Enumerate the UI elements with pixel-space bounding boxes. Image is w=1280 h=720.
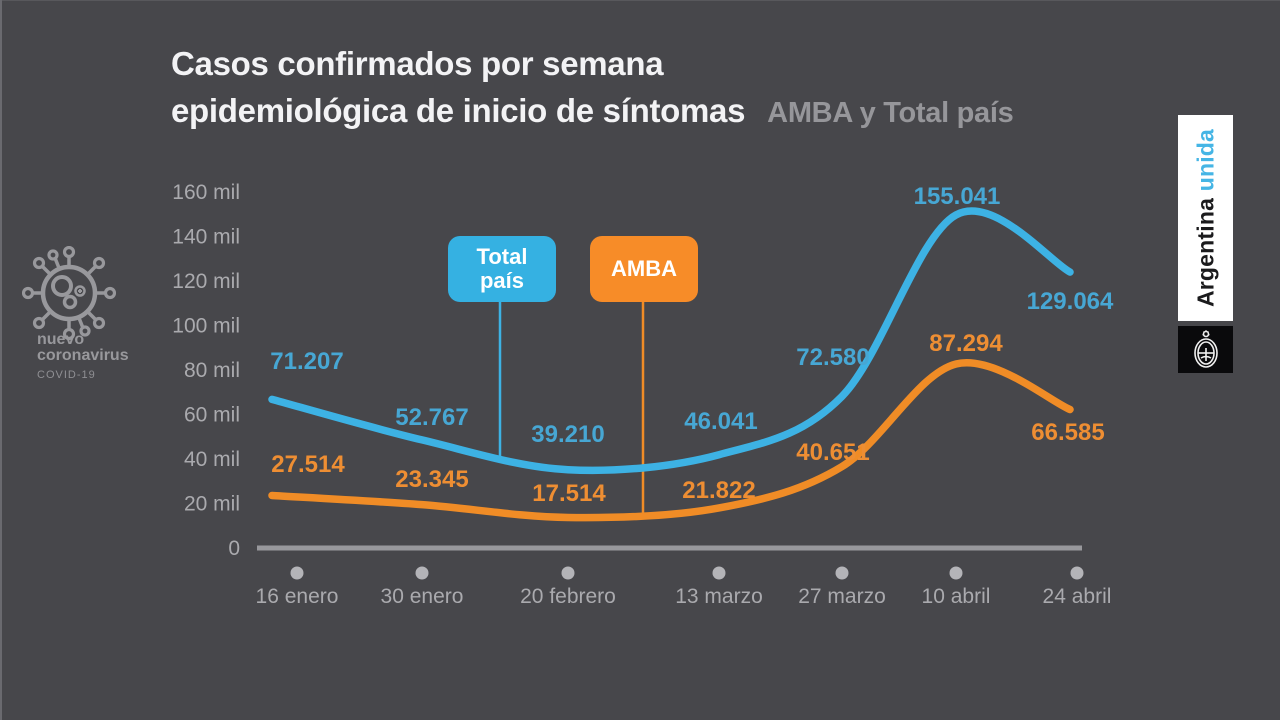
argentina-unida-banner: Argentina unida xyxy=(1178,115,1233,321)
page-title-line2: epidemiológica de inicio de síntomas AMBA… xyxy=(171,87,1014,137)
data-label-amba: 87.294 xyxy=(929,330,1003,357)
legend-amba: AMBA xyxy=(590,236,698,302)
y-tick-label: 160 mil xyxy=(172,181,240,204)
coat-of-arms-icon xyxy=(1193,329,1218,368)
y-tick-label: 40 mil xyxy=(184,448,240,471)
argentina-unida-text: Argentina unida xyxy=(1192,129,1219,307)
data-label-amba: 17.514 xyxy=(532,480,606,507)
brand-caption-line1: nuevo xyxy=(37,331,85,348)
x-tick-label: 20 febrero xyxy=(520,585,616,608)
series-line-total-pais xyxy=(268,207,1074,475)
data-label-amba: 23.345 xyxy=(395,466,468,493)
coat-of-arms-tile xyxy=(1178,326,1233,373)
x-axis-dot xyxy=(561,566,575,580)
y-tick-label: 120 mil xyxy=(172,270,240,293)
top-edge-divider xyxy=(0,0,1280,1)
data-label-amba: 66.585 xyxy=(1031,419,1104,446)
data-label-total-pais: 39.210 xyxy=(531,421,604,448)
data-label-total-pais: 46.041 xyxy=(684,408,757,435)
x-axis-dot xyxy=(290,566,304,580)
x-tick-label: 16 enero xyxy=(256,585,339,608)
data-label-amba: 27.514 xyxy=(271,451,345,478)
x-axis-dot xyxy=(835,566,849,580)
page-title-line2-text: epidemiológica de inicio de síntomas xyxy=(171,92,746,129)
data-label-total-pais: 129.064 xyxy=(1027,288,1114,315)
x-tick-label: 13 marzo xyxy=(675,585,763,608)
y-tick-label: 60 mil xyxy=(184,404,240,427)
x-tick-label: 30 enero xyxy=(381,585,464,608)
data-label-total-pais: 155.041 xyxy=(914,183,1001,210)
x-axis-dot xyxy=(1070,566,1084,580)
legend-total-pais-line1: Total xyxy=(476,244,528,269)
x-tick-label: 10 abril xyxy=(922,585,991,608)
y-tick-label: 0 xyxy=(228,537,240,560)
x-axis-dot xyxy=(415,566,429,580)
left-edge-divider xyxy=(0,0,2,720)
legend-amba-label: AMBA xyxy=(611,256,677,281)
coronavirus-icon xyxy=(22,246,116,340)
brand-caption-line3: COVID-19 xyxy=(37,369,96,381)
legend-total-pais: Total país xyxy=(448,236,556,302)
data-label-total-pais: 72.580 xyxy=(796,344,869,371)
x-axis-dot xyxy=(949,566,963,580)
x-axis-dot xyxy=(712,566,726,580)
banner-word-unida: unida xyxy=(1192,128,1218,192)
data-label-total-pais: 71.207 xyxy=(270,348,343,375)
y-tick-label: 100 mil xyxy=(172,315,240,338)
banner-word-argentina: Argentina xyxy=(1192,197,1218,308)
page-subtitle: AMBA y Total país xyxy=(767,97,1014,129)
page-title-line1: Casos confirmados por semana xyxy=(171,45,664,82)
data-label-amba: 21.822 xyxy=(682,477,755,504)
y-tick-label: 140 mil xyxy=(172,226,240,249)
title-block: Casos confirmados por semana epidemiológ… xyxy=(171,40,1014,137)
series-line-amba xyxy=(268,358,1074,522)
data-label-total-pais: 52.767 xyxy=(395,404,468,431)
x-tick-label: 24 abril xyxy=(1043,585,1112,608)
y-tick-label: 80 mil xyxy=(184,359,240,382)
data-label-amba: 40.651 xyxy=(796,439,869,466)
x-tick-label: 27 marzo xyxy=(798,585,886,608)
y-tick-label: 20 mil xyxy=(184,493,240,516)
brand-caption-line2: coronavirus xyxy=(37,347,129,364)
legend-total-pais-line2: país xyxy=(479,268,525,293)
brand-caption: nuevo coronavirus COVID-19 xyxy=(37,331,129,382)
